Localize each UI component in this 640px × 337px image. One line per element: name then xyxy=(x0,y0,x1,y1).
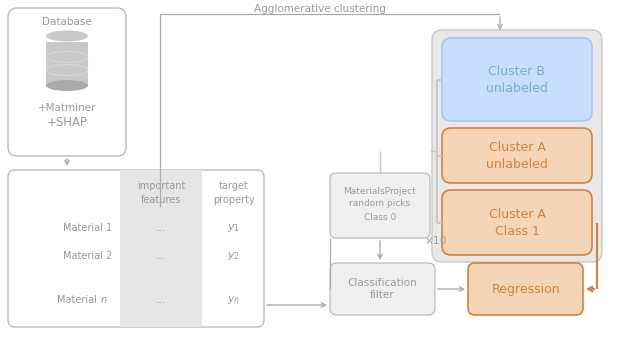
Text: Cluster A
unlabeled: Cluster A unlabeled xyxy=(486,141,548,171)
Text: $y_1$: $y_1$ xyxy=(227,222,241,234)
Text: Material: Material xyxy=(57,295,97,305)
Text: Database: Database xyxy=(42,17,92,27)
Text: ...: ... xyxy=(156,251,166,261)
Text: important
features: important features xyxy=(137,181,185,205)
Text: Regression: Regression xyxy=(492,282,560,296)
FancyBboxPatch shape xyxy=(8,170,264,327)
FancyBboxPatch shape xyxy=(442,190,592,255)
Text: $y_2$: $y_2$ xyxy=(227,250,241,262)
Text: random picks: random picks xyxy=(349,200,411,209)
FancyBboxPatch shape xyxy=(330,173,430,238)
Text: +Matminer: +Matminer xyxy=(38,103,96,113)
Text: Class 0: Class 0 xyxy=(364,213,396,221)
Text: target
property: target property xyxy=(213,181,255,205)
FancyBboxPatch shape xyxy=(8,8,126,156)
Polygon shape xyxy=(46,41,88,86)
Text: ...: ... xyxy=(156,295,166,305)
FancyBboxPatch shape xyxy=(330,263,435,315)
Text: $y_n$: $y_n$ xyxy=(227,294,241,306)
Text: Material 2: Material 2 xyxy=(63,251,112,261)
FancyBboxPatch shape xyxy=(468,263,583,315)
Text: $n$: $n$ xyxy=(100,295,108,305)
Text: MaterialsProject: MaterialsProject xyxy=(344,186,417,195)
FancyBboxPatch shape xyxy=(442,38,592,121)
Text: Material 1: Material 1 xyxy=(63,223,112,233)
FancyBboxPatch shape xyxy=(432,30,602,262)
Text: Classification
filter: Classification filter xyxy=(347,278,417,300)
Text: Cluster A
Class 1: Cluster A Class 1 xyxy=(488,208,545,238)
Text: $\times$10: $\times$10 xyxy=(424,234,447,246)
Ellipse shape xyxy=(46,80,88,91)
Text: ...: ... xyxy=(156,223,166,233)
FancyBboxPatch shape xyxy=(120,170,202,327)
Ellipse shape xyxy=(46,31,88,41)
FancyBboxPatch shape xyxy=(442,128,592,183)
Text: Cluster B
unlabeled: Cluster B unlabeled xyxy=(486,65,548,95)
Text: Agglomerative clustering: Agglomerative clustering xyxy=(254,4,386,14)
Text: +SHAP: +SHAP xyxy=(47,116,88,128)
